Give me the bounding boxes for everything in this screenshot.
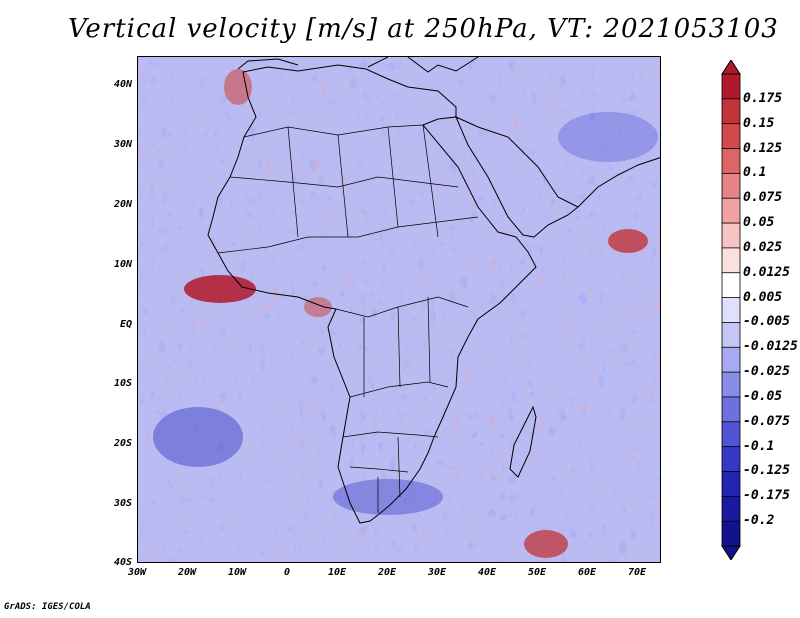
- colorbar-tick-label: -0.125: [743, 463, 790, 479]
- colorbar-tick-label: 0.025: [743, 239, 783, 255]
- asia-coastline: [577, 157, 660, 208]
- colorbar-tick-label: 0.075: [743, 190, 783, 206]
- velocity-field-map: [138, 57, 660, 562]
- colorbar-tick-label: 0.05: [743, 215, 775, 231]
- colorbar: [721, 60, 741, 560]
- colorbar-bin: [721, 446, 741, 473]
- colorbar-bin: [721, 520, 741, 547]
- lon-label-30w: 30W: [127, 567, 147, 578]
- lat-label-30s: 30S: [113, 498, 132, 509]
- colorbar-tick-label: -0.2: [743, 513, 775, 529]
- europe-coastline: [367, 57, 479, 73]
- colorbar-tick-label: 0.15: [743, 115, 775, 131]
- lon-label-20w: 20W: [177, 567, 197, 578]
- updraft-patch-iberia: [224, 69, 252, 105]
- lon-label-60e: 60E: [577, 567, 597, 578]
- colorbar-bin: [721, 297, 741, 324]
- downdraft-patch-south-africa: [333, 479, 443, 515]
- downdraft-patch-south-atlantic: [153, 407, 243, 467]
- updraft-patch-arabian-sea: [608, 229, 648, 253]
- colorbar-tick-label: 0.175: [743, 90, 783, 106]
- map-panel: [137, 56, 661, 563]
- lat-label-30n: 30N: [113, 139, 132, 150]
- colorbar-max-arrow: [721, 60, 741, 75]
- downdraft-patch-iran: [558, 112, 658, 162]
- lon-label-10w: 10W: [227, 567, 247, 578]
- colorbar-bin: [721, 471, 741, 498]
- lon-label-40e: 40E: [477, 567, 497, 578]
- colorbar-tick-label: -0.05: [743, 388, 783, 404]
- lon-label-70e: 70E: [627, 567, 647, 578]
- colorbar-bin: [721, 98, 741, 125]
- colorbar-bin: [721, 396, 741, 423]
- colorbar-bin: [721, 346, 741, 373]
- colorbar-tick-label: 0.125: [743, 140, 783, 156]
- updraft-patch-nigeria: [304, 297, 332, 317]
- lon-label-50e: 50E: [527, 567, 547, 578]
- madagascar-coastline: [509, 405, 537, 478]
- colorbar-bin: [721, 322, 741, 348]
- colorbar-tick-label: -0.1: [743, 438, 775, 454]
- colorbar-bin: [721, 197, 741, 224]
- colorbar-tick-label: -0.025: [743, 364, 790, 380]
- colorbar-bin: [721, 247, 741, 274]
- lat-label-10n: 10N: [113, 259, 132, 270]
- colorbar-tick-label: 0.005: [743, 289, 783, 305]
- lon-label-30e: 30E: [427, 567, 447, 578]
- ascending-motion-texture: [138, 57, 660, 562]
- lat-label-20s: 20S: [113, 438, 132, 449]
- lon-label-0: 0: [283, 567, 291, 578]
- lon-label-20e: 20E: [377, 567, 397, 578]
- lat-label-10s: 10S: [113, 378, 132, 389]
- lat-label-40s: 40S: [113, 557, 132, 568]
- lat-label-eq: EQ: [119, 319, 132, 330]
- colorbar-min-arrow: [721, 545, 741, 560]
- colorbar-bin: [721, 495, 741, 522]
- country-borders: [217, 124, 479, 513]
- colorbar-bin: [721, 421, 741, 448]
- lon-label-10e: 10E: [327, 567, 347, 578]
- colorbar-tick-label: -0.175: [743, 488, 790, 504]
- colorbar-bin: [721, 148, 741, 175]
- updraft-patch-guinea-coast: [184, 275, 256, 303]
- colorbar-tick-label: 0.0125: [743, 264, 790, 280]
- figure-title: Vertical velocity [m/s] at 250hPa, VT: 2…: [68, 14, 779, 44]
- colorbar-tick-label: 0.1: [743, 165, 767, 181]
- colorbar-bin: [721, 371, 741, 398]
- arabia-coastline: [455, 116, 579, 238]
- colorbar-bin: [721, 222, 741, 249]
- iberia-coastline: [237, 58, 299, 70]
- colorbar-bin: [721, 172, 741, 199]
- colorbar-bin: [721, 73, 741, 100]
- colorbar-tick-label: -0.0125: [743, 339, 798, 355]
- colorbar-tick-label: -0.075: [743, 413, 790, 429]
- colorbar-bin: [721, 272, 741, 299]
- lat-label-40n: 40N: [113, 79, 132, 90]
- grads-credit: GrADS: IGES/COLA: [4, 602, 91, 612]
- lat-label-20n: 20N: [113, 199, 132, 210]
- colorbar-bin: [721, 123, 741, 150]
- updraft-patch-south-indian-ocean: [524, 530, 568, 558]
- colorbar-tick-label: -0.005: [743, 314, 790, 330]
